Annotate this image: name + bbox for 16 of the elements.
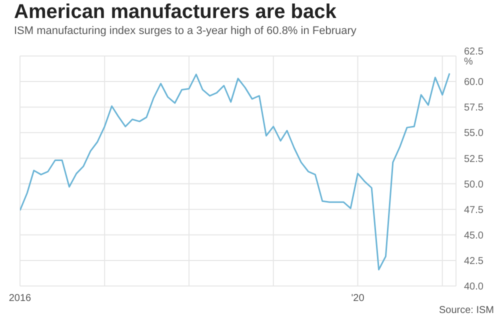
y-tick-label: 40.0 — [464, 282, 484, 293]
y-tick-label: 45.0 — [464, 230, 484, 242]
x-tick-label: 2016 — [8, 293, 32, 304]
line-series — [20, 72, 450, 270]
y-tick-label: 47.5 — [464, 204, 484, 216]
y-tick-label: 55.0 — [464, 128, 484, 140]
chart-subtitle: ISM manufacturing index surges to a 3-year high of 60.8% in February — [14, 25, 356, 37]
y-tick-label: 50.0 — [464, 179, 484, 190]
chart-title: American manufacturers are back — [14, 1, 336, 24]
y-tick-label: 62.5 % — [464, 46, 484, 68]
y-tick-label: 57.5 — [464, 102, 484, 114]
x-tick-label: '20 — [351, 293, 365, 304]
source-note: Source: ISM — [438, 305, 494, 316]
y-tick-label: 60.0 — [464, 77, 484, 88]
y-tick-label: 52.5 — [464, 154, 484, 165]
y-tick-label: 42.5 — [464, 256, 484, 267]
